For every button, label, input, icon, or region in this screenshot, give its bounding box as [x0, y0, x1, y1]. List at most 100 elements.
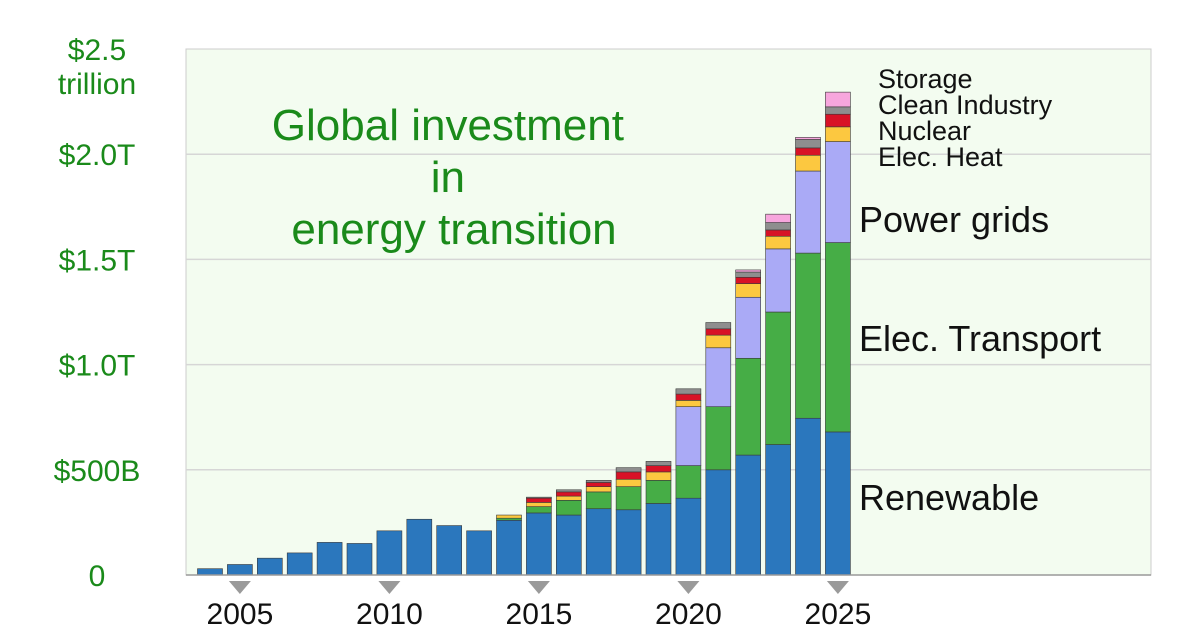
bar-segment — [825, 141, 851, 243]
bar-segment — [765, 248, 791, 313]
x-tick-marker — [826, 581, 849, 594]
bar-segment — [705, 328, 732, 336]
legend-elec-heat: Elec. Heat — [878, 142, 1003, 172]
chart-title: Global investment in energy transition — [272, 101, 636, 254]
bar-segment — [735, 283, 762, 298]
bar-segment — [615, 467, 642, 473]
bar-segment — [765, 311, 791, 445]
bar-segment — [256, 557, 283, 576]
bar-segment — [735, 276, 762, 284]
chart-title-line-2: in — [431, 153, 465, 202]
bar-segment — [376, 530, 403, 576]
bar-segment — [735, 357, 762, 456]
bar-segment — [555, 491, 582, 497]
bar-segment — [466, 530, 492, 576]
bar-segment — [585, 491, 612, 510]
bar-segment — [526, 506, 552, 514]
x-tick-label: 2005 — [207, 598, 274, 630]
bar-segment — [555, 489, 582, 493]
bar-segment — [675, 388, 702, 395]
legend-nuclear: Nuclear — [878, 116, 971, 146]
x-tick-marker — [228, 581, 251, 594]
bar-segment — [795, 417, 821, 576]
bar-segment — [496, 519, 522, 576]
y-tick-label: $500B — [54, 455, 141, 488]
bar-segment — [795, 137, 821, 140]
bar-segment — [406, 518, 433, 576]
bars — [197, 91, 851, 576]
bar-segment — [615, 486, 642, 511]
x-tick-marker — [677, 581, 700, 594]
bar-segment — [615, 478, 642, 487]
legend-power-grids: Power grids — [859, 199, 1049, 240]
bar-segment — [645, 480, 672, 504]
bar-segment — [705, 469, 732, 576]
chart-title-line-3: energy transition — [291, 205, 616, 254]
x-tick-labels: 2005 2010 2015 2020 2025 — [207, 581, 872, 630]
bar-segment — [705, 347, 732, 407]
bar-segment — [795, 252, 821, 419]
bar-segment — [765, 213, 791, 223]
bar-segment — [526, 502, 552, 507]
bar-segment — [645, 503, 672, 576]
legend-clean-industry: Clean Industry — [878, 90, 1053, 120]
bar-segment — [645, 461, 672, 466]
bar-segment — [735, 269, 762, 273]
bar-segment — [286, 552, 313, 576]
y-tick-label: $2.5 trillion — [58, 34, 136, 101]
bar-segment — [675, 400, 702, 407]
legend-storage: Storage — [878, 64, 973, 94]
bar-segment — [675, 393, 702, 401]
chart-title-line-1: Global investment — [272, 101, 624, 150]
bar-segment — [795, 170, 821, 254]
x-tick-marker — [527, 581, 550, 594]
bar-segment — [585, 486, 612, 493]
bar-segment — [765, 222, 791, 231]
legend-elec-transport: Elec. Transport — [859, 318, 1101, 359]
bar-segment — [795, 139, 821, 149]
bar-segment — [705, 334, 732, 349]
bar-segment — [555, 514, 582, 576]
bar-segment — [645, 465, 672, 473]
bar-segment — [526, 512, 552, 576]
bar-segment — [585, 482, 612, 487]
bar-segment — [197, 568, 223, 576]
bar-segment — [496, 517, 522, 521]
bar-segment — [526, 497, 552, 503]
bar-segment — [675, 497, 702, 576]
bar-segment — [675, 406, 702, 466]
bar-segment — [795, 154, 821, 172]
bar-segment — [825, 126, 851, 142]
bar-segment — [316, 542, 343, 576]
bar-segment — [765, 229, 791, 237]
bar-segment — [765, 235, 791, 250]
y-tick-label: $1.5T — [59, 244, 136, 277]
bar-segment — [795, 147, 821, 156]
bar-segment — [346, 543, 373, 576]
bar-segment — [615, 509, 642, 576]
bar-segment — [585, 480, 612, 483]
bar-segment — [825, 242, 851, 433]
bar-segment — [526, 496, 552, 499]
bar-segment — [825, 91, 851, 108]
x-tick-marker — [378, 581, 401, 594]
bar-segment — [735, 296, 762, 359]
bar-segment — [735, 271, 762, 278]
bar-segment — [705, 322, 732, 330]
y-tick-label: $1.0T — [59, 350, 136, 383]
x-tick-label: 2020 — [655, 598, 722, 630]
legend-renewable: Renewable — [859, 477, 1039, 518]
bar-segment — [675, 465, 702, 499]
bar-segment — [825, 113, 851, 128]
bar-segment — [227, 564, 253, 576]
bar-segment — [765, 444, 791, 576]
bar-segment — [555, 500, 582, 516]
y-tick-labels: 0 $500B $1.0T $1.5T $2.0T $2.5 trillion — [54, 34, 141, 593]
bar-segment — [436, 525, 463, 576]
y-tick-label: 0 — [89, 560, 106, 593]
bar-segment — [645, 471, 672, 481]
x-tick-label: 2025 — [805, 598, 872, 630]
x-tick-label: 2010 — [356, 598, 423, 630]
